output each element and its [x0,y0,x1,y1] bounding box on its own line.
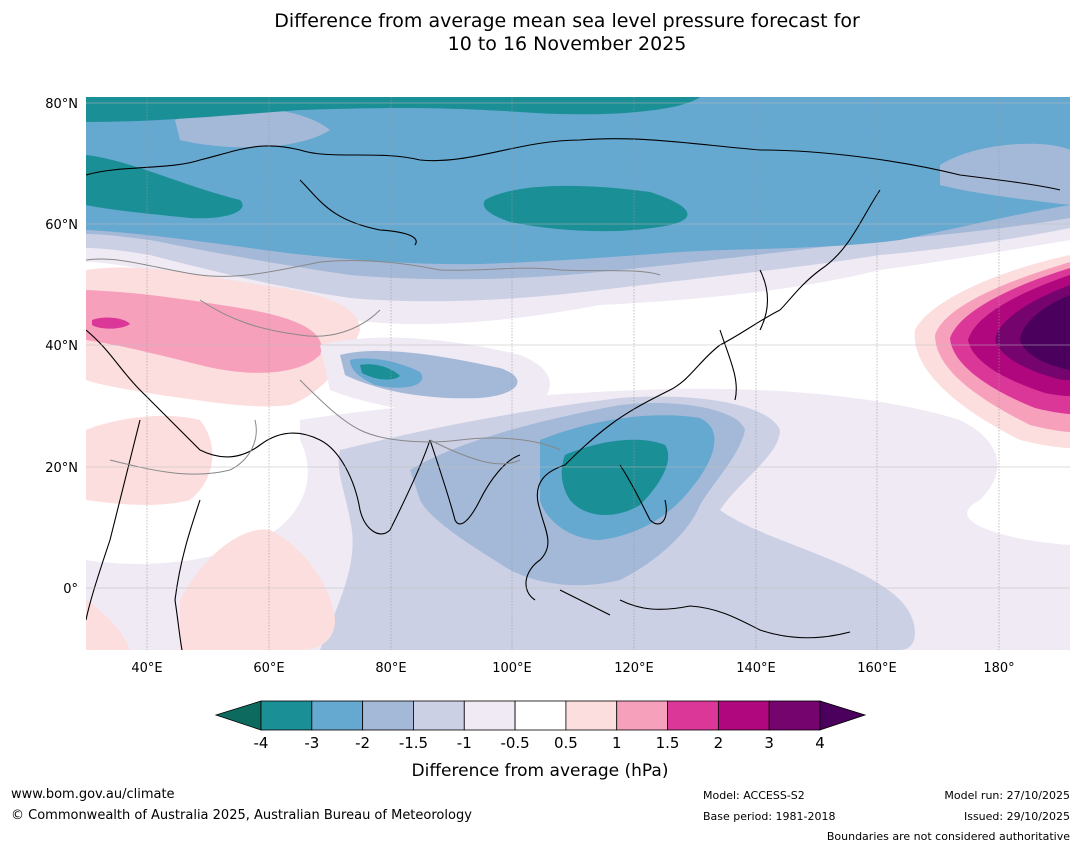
lon-label-40e: 40°E [131,661,162,676]
footer-disclaimer: Boundaries are not considered authoritat… [826,830,1070,843]
colorbar-tick-label: 2 [714,734,724,752]
title-line-1: Difference from average mean sea level p… [274,10,860,32]
lat-label-80n: 80°N [45,97,78,112]
colorbar-cell [768,700,821,731]
colorbar-extend-low [214,700,262,731]
footer-issued: Issued: 29/10/2025 [963,810,1070,823]
colorbar-cell [463,700,516,731]
footer-model-run: Model run: 27/10/2025 [944,789,1070,802]
anomaly-africa-pink [180,529,335,650]
anomaly-npacific-deepest [1020,295,1070,370]
colorbar-tick-label: -2 [355,734,370,752]
anomaly-north-blue [86,97,1070,265]
lon-label-180: 180° [983,661,1014,676]
lat-label-40n: 40°N [45,339,78,354]
anomaly-north-lightblue-east [940,143,1070,205]
anomaly-africa-pink-west [86,600,130,650]
colorbar: -4 -3 -2 -1.5 -1 -0.5 0.5 1 1.5 2 3 4 Difference fr… [214,700,867,781]
colorbar-cell [667,700,719,731]
colorbar-tick-label: -1.5 [399,734,428,752]
country-borders [86,258,661,475]
lon-label-140e: 140°E [736,661,776,676]
footer-copyright: © Commonwealth of Australia 2025, Austra… [11,808,472,823]
lat-label-20n: 20°N [45,461,78,476]
colorbar-cell [616,700,668,731]
colorbar-tick-label: -3 [304,734,319,752]
lon-label-160e: 160°E [857,661,897,676]
colorbar-cell [311,700,364,731]
anomaly-arabia-pink [86,415,213,505]
lon-label-120e: 120°E [614,661,654,676]
colorbar-tick-label: 1 [612,734,622,752]
lon-label-100e: 100°E [492,661,532,676]
coastlines [86,138,1061,650]
colorbar-cell [514,700,567,731]
anomaly-tibet-teal [360,364,400,380]
colorbar-tick-label: 3 [764,734,774,752]
colorbar-tick-label: -1 [457,734,472,752]
footer-website: www.bom.gov.au/climate [11,787,175,802]
footer-base-period: Base period: 1981-2018 [703,810,836,823]
colorbar-cells [260,700,821,731]
colorbar-cell [717,700,770,731]
anomaly-north-teal-siberia [483,185,688,232]
anomaly-centralasia-rose [86,290,322,373]
title-line-2: 10 to 16 November 2025 [447,33,687,55]
lon-label-80e: 80°E [375,661,406,676]
anomaly-north-lightblue-patch [175,107,330,148]
lat-label-0: 0° [63,582,78,597]
colorbar-cell [362,700,414,731]
colorbar-tick-label: 4 [815,734,825,752]
lat-label-60n: 60°N [45,218,78,233]
anomaly-centralasia-magenta [92,317,130,329]
map-area [86,97,1070,650]
colorbar-cell [260,700,313,731]
colorbar-tick-labels: -4 -3 -2 -1.5 -1 -0.5 0.5 1 1.5 2 3 4 [254,734,825,752]
colorbar-tick-label: -4 [254,734,269,752]
colorbar-tick-label: 0.5 [554,734,578,752]
footer-model: Model: ACCESS-S2 [703,789,805,802]
anomaly-scs-teal [561,439,669,516]
colorbar-tick-label: -0.5 [500,734,529,752]
colorbar-cell [565,700,618,731]
anomaly-north-teal-west [86,155,243,219]
chart-title: Difference from average mean sea level p… [0,10,1081,56]
colorbar-cell [413,700,465,731]
colorbar-extend-high [819,700,867,731]
graticule [86,97,1070,650]
colorbar-label: Difference from average (hPa) [412,761,669,781]
lon-label-60e: 60°E [253,661,284,676]
colorbar-tick-label: 1.5 [656,734,680,752]
